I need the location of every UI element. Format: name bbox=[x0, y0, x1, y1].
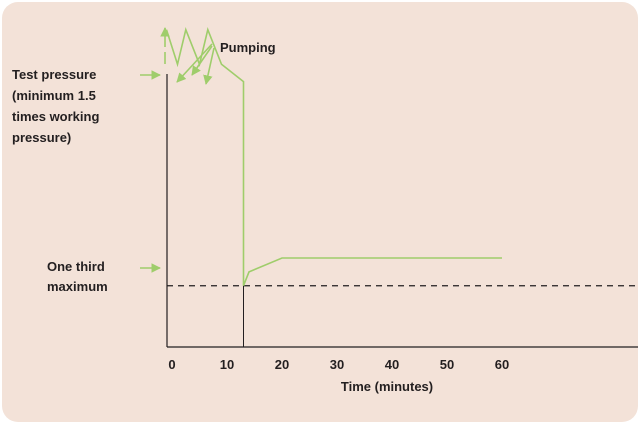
pressure-series-line bbox=[165, 27, 502, 286]
x-axis-label: Time (minutes) bbox=[341, 379, 433, 394]
pumping-arrow-3 bbox=[203, 47, 215, 85]
x-tick-label: 30 bbox=[330, 357, 344, 372]
pumping-arrow-2 bbox=[191, 45, 213, 76]
pumping-annotation: Pumping bbox=[220, 40, 276, 55]
x-tick-label: 40 bbox=[385, 357, 399, 372]
test-pressure-annotation: Test pressure (minimum 1.5 times working… bbox=[12, 67, 103, 145]
test-pressure-line-1: Test pressure bbox=[12, 67, 96, 82]
x-tick-label: 10 bbox=[220, 357, 234, 372]
test-pressure-line-4: pressure) bbox=[12, 130, 71, 145]
pumping-arrow-1 bbox=[176, 43, 213, 83]
one-third-maximum-annotation: One third maximum bbox=[47, 259, 108, 294]
one-third-line-2: maximum bbox=[47, 279, 108, 294]
one-third-line-1: One third bbox=[47, 259, 105, 274]
x-tick-labels: 0 10 20 30 40 50 60 bbox=[168, 357, 509, 372]
x-tick-label: 0 bbox=[168, 357, 175, 372]
chart-panel: 0 10 20 30 40 50 60 Time (minutes) Test pressu… bbox=[2, 2, 638, 422]
x-tick-label: 50 bbox=[440, 357, 454, 372]
x-tick-label: 60 bbox=[495, 357, 509, 372]
pressure-test-chart: 0 10 20 30 40 50 60 Time (minutes) Test pressu… bbox=[2, 2, 638, 422]
test-pressure-line-3: times working bbox=[12, 109, 99, 124]
chart-background bbox=[2, 2, 638, 422]
x-tick-label: 20 bbox=[275, 357, 289, 372]
test-pressure-line-2: (minimum 1.5 bbox=[12, 88, 96, 103]
